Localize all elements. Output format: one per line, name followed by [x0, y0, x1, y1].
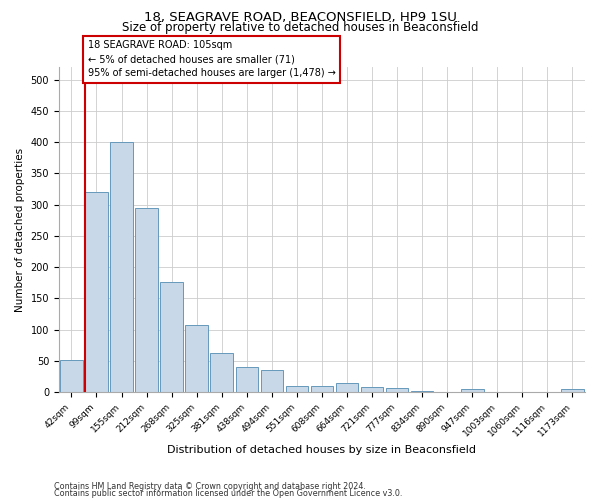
Bar	[136, 208, 158, 392]
Bar	[461, 389, 484, 392]
Bar	[110, 142, 133, 392]
Bar	[336, 383, 358, 392]
X-axis label: Distribution of detached houses by size in Beaconsfield: Distribution of detached houses by size …	[167, 445, 476, 455]
Bar	[236, 367, 258, 392]
Bar	[211, 353, 233, 392]
Bar	[561, 389, 584, 392]
Bar	[185, 326, 208, 392]
Bar	[85, 192, 108, 392]
Bar	[411, 391, 433, 392]
Bar	[286, 386, 308, 392]
Bar	[60, 360, 83, 392]
Text: Contains public sector information licensed under the Open Government Licence v3: Contains public sector information licen…	[54, 489, 403, 498]
Text: Contains HM Land Registry data © Crown copyright and database right 2024.: Contains HM Land Registry data © Crown c…	[54, 482, 366, 491]
Bar	[361, 387, 383, 392]
Bar	[260, 370, 283, 392]
Y-axis label: Number of detached properties: Number of detached properties	[15, 148, 25, 312]
Text: 18 SEAGRAVE ROAD: 105sqm
← 5% of detached houses are smaller (71)
95% of semi-de: 18 SEAGRAVE ROAD: 105sqm ← 5% of detache…	[88, 40, 335, 78]
Bar	[386, 388, 409, 392]
Text: Size of property relative to detached houses in Beaconsfield: Size of property relative to detached ho…	[122, 21, 478, 34]
Bar	[160, 282, 183, 392]
Text: 18, SEAGRAVE ROAD, BEACONSFIELD, HP9 1SU: 18, SEAGRAVE ROAD, BEACONSFIELD, HP9 1SU	[143, 11, 457, 24]
Bar	[311, 386, 333, 392]
